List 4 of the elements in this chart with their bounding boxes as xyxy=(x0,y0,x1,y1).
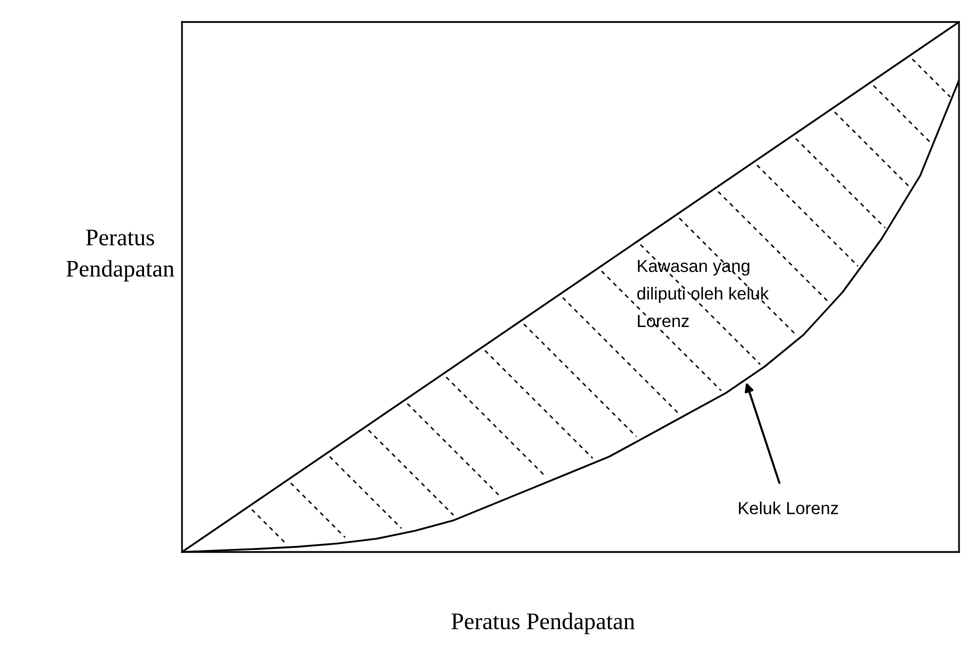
annotation: Keluk Lorenz xyxy=(738,502,838,514)
y-axis-title: Peratus Pendapatan xyxy=(66,230,174,282)
annotation: Kawasan yang diliputi oleh keluk Lorenz xyxy=(637,260,769,328)
x-axis-title: Peratus Pendapatan xyxy=(452,612,635,634)
